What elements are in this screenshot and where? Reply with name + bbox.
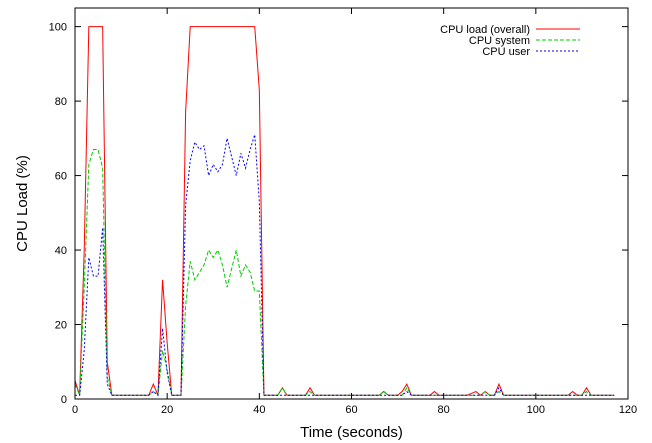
- plot-series-layer: [74, 26, 615, 397]
- legend-label-2: CPU user: [482, 46, 530, 58]
- series-line-1: [74, 149, 615, 397]
- series-line-0: [74, 26, 615, 396]
- x-tick-label: 100: [527, 404, 545, 416]
- x-tick-label: 20: [161, 404, 173, 416]
- x-axis-title: Time (seconds): [300, 424, 403, 441]
- y-tick-label: 100: [49, 22, 67, 34]
- x-tick-label: 40: [253, 404, 265, 416]
- x-tick-label: 120: [619, 404, 637, 416]
- y-axis-title: CPU Load (%): [14, 155, 31, 252]
- y-tick-label: 0: [61, 394, 67, 406]
- y-tick-label: 20: [55, 320, 67, 332]
- y-tick-label: 40: [55, 245, 67, 257]
- legend-label-1: CPU system: [469, 35, 530, 47]
- plot-frame: [74, 7, 629, 400]
- y-tick-label: 60: [55, 171, 67, 183]
- series-line-2: [75, 134, 615, 397]
- y-tick-label: 80: [55, 96, 67, 108]
- axis-ticks-layer: 0 20 40 60 80 100 120 0 20 40 60 80 100: [49, 8, 637, 416]
- x-tick-label: 0: [72, 404, 78, 416]
- legend-label-0: CPU load (overall): [440, 24, 530, 36]
- x-tick-label: 80: [438, 404, 450, 416]
- x-tick-label: 60: [345, 404, 357, 416]
